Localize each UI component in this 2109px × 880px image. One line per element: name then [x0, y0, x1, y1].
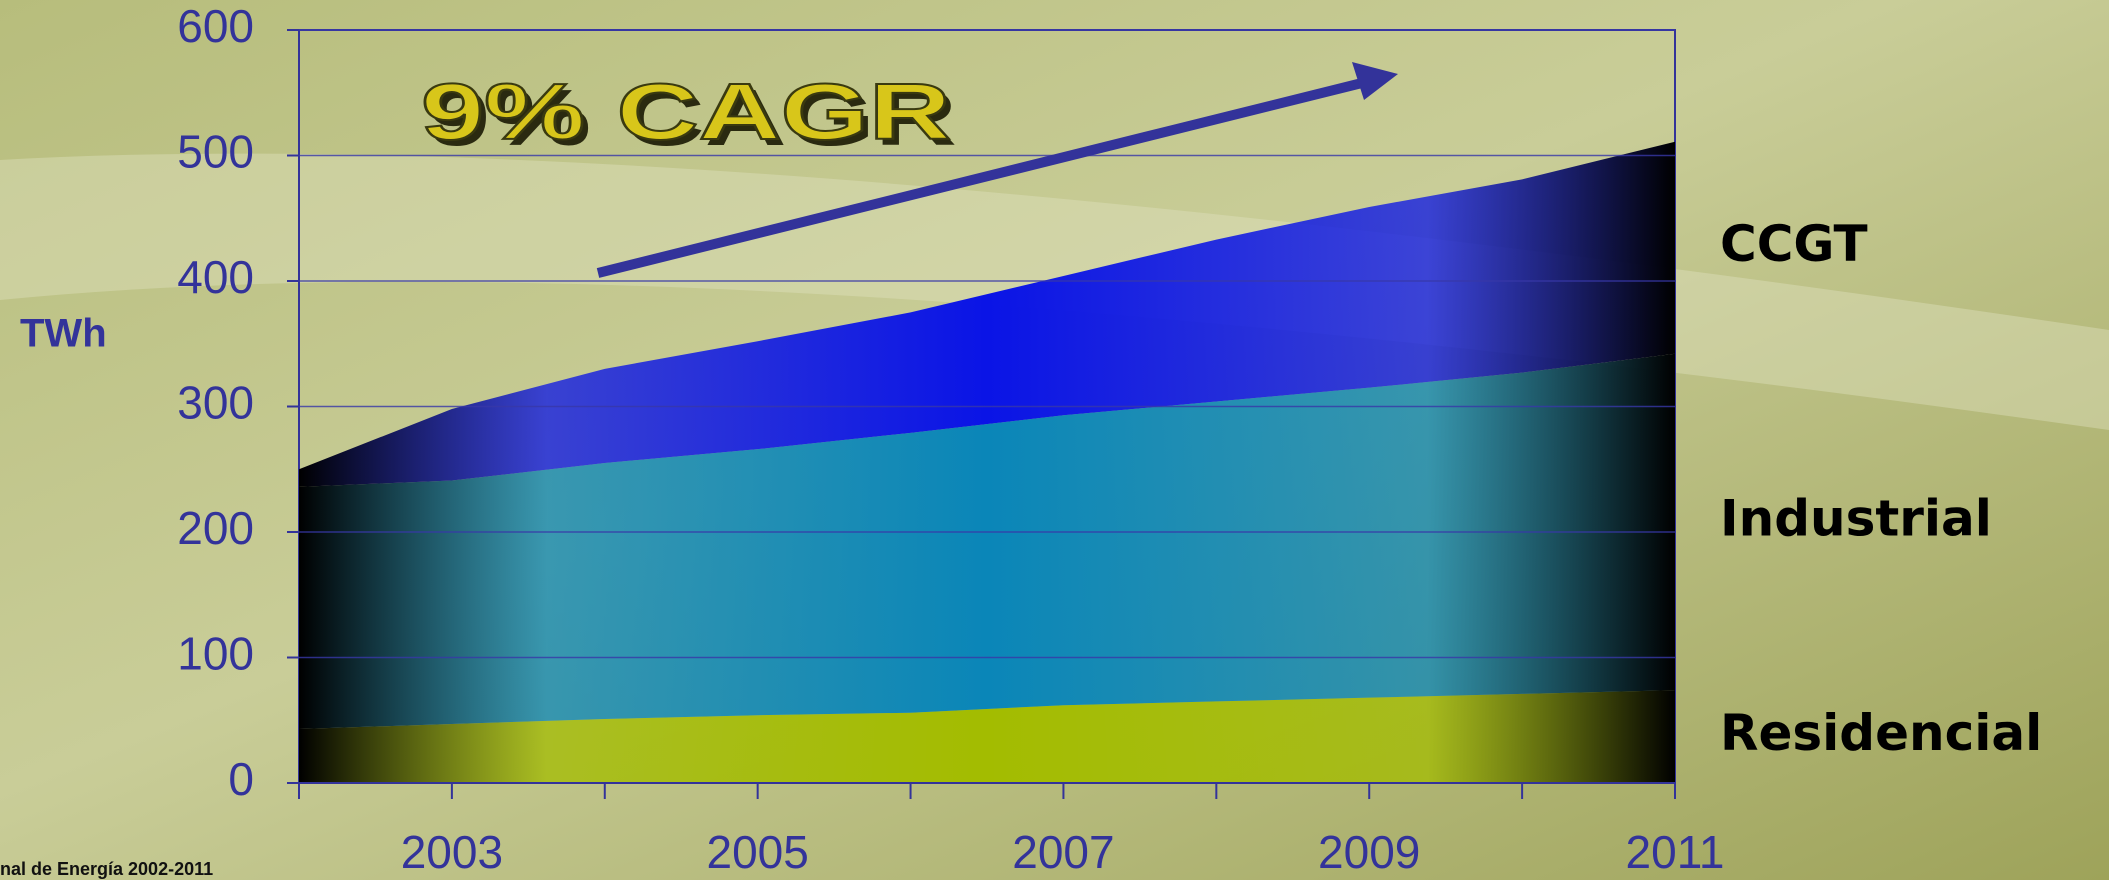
y-tick-label: 100: [177, 628, 254, 680]
x-tick-label: 2009: [1318, 826, 1420, 878]
source-note: nal de Energía 2002-2011: [0, 859, 213, 879]
area: [299, 690, 1675, 783]
y-axis-label: TWh: [20, 312, 107, 356]
annotation-shadow: 9% CAGR: [427, 73, 957, 162]
series-label: Residencial: [1720, 704, 2042, 762]
x-tick-label: 2007: [1012, 826, 1114, 878]
y-tick-label: 600: [177, 0, 254, 52]
area: [299, 353, 1675, 730]
y-tick-label: 500: [177, 126, 254, 178]
area: [299, 141, 1675, 487]
y-tick-label: 200: [177, 502, 254, 554]
x-tick-label: 2011: [1626, 826, 1725, 878]
y-tick-label: 0: [228, 753, 254, 805]
y-tick-label: 400: [177, 251, 254, 303]
series-label: Industrial: [1720, 489, 1992, 547]
annotation: 9% CAGR: [421, 67, 951, 156]
y-tick-label: 300: [177, 377, 254, 429]
trend-arrow: [596, 76, 1372, 278]
x-tick-label: 2005: [706, 826, 808, 878]
plot: [287, 29, 1676, 799]
series-label: CCGT: [1720, 215, 1868, 273]
trend-arrowhead: [1352, 62, 1398, 100]
x-tick-label: 2003: [401, 826, 503, 878]
